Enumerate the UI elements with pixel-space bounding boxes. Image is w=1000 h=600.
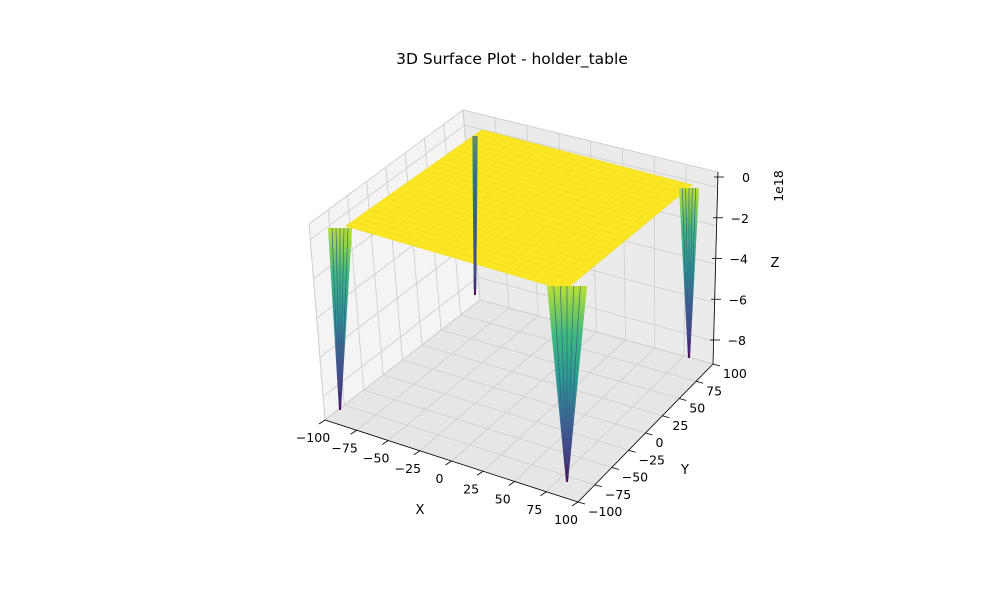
x-tick-label: −25 bbox=[395, 461, 421, 476]
y-tick-mark bbox=[696, 380, 704, 384]
y-tick-mark bbox=[662, 415, 670, 419]
z-tick-label: −2 bbox=[731, 211, 749, 226]
y-tick-mark bbox=[628, 449, 636, 453]
y-tick-mark bbox=[577, 501, 586, 505]
z-tick-label: −6 bbox=[729, 292, 747, 307]
x-tick-label: −50 bbox=[363, 451, 389, 466]
x-tick-mark bbox=[508, 481, 515, 486]
x-tick-mark bbox=[413, 450, 421, 456]
y-tick-label: 25 bbox=[672, 418, 688, 433]
y-tick-mark bbox=[712, 363, 721, 367]
x-tick-mark bbox=[382, 440, 389, 445]
spike-right bbox=[679, 187, 699, 358]
z-axis-label: Z bbox=[771, 256, 780, 271]
x-axis-label: X bbox=[416, 503, 425, 518]
y-tick-label: −100 bbox=[588, 504, 622, 519]
y-tick-label: 50 bbox=[689, 401, 705, 416]
y-tick-mark bbox=[645, 432, 653, 436]
x-tick-mark bbox=[476, 470, 484, 476]
x-tick-label: −75 bbox=[331, 440, 357, 455]
z-tick-label: −4 bbox=[730, 252, 748, 267]
surface-spikes bbox=[328, 135, 699, 482]
x-tick-label: 100 bbox=[554, 512, 578, 527]
spike-front bbox=[547, 285, 587, 482]
z-offset-text: 1e18 bbox=[771, 170, 786, 202]
x-tick-label: 0 bbox=[436, 471, 444, 486]
x-tick-mark bbox=[571, 501, 579, 507]
z-tick-label: −8 bbox=[728, 333, 746, 348]
y-tick-label: 75 bbox=[706, 383, 722, 398]
z-tick-label: 0 bbox=[742, 170, 750, 185]
x-tick-mark bbox=[318, 419, 326, 425]
y-tick-label: −25 bbox=[639, 452, 665, 467]
y-tick-mark bbox=[611, 467, 619, 470]
y-tick-label: 100 bbox=[723, 366, 747, 381]
y-tick-label: 0 bbox=[656, 435, 664, 450]
spike-back bbox=[472, 135, 478, 295]
z-axis-ticks: 0 −2 −4 −6 −8 bbox=[710, 170, 750, 348]
x-tick-mark bbox=[540, 491, 547, 497]
x-tick-label: 75 bbox=[526, 502, 542, 517]
x-tick-label: 50 bbox=[495, 492, 511, 507]
z-axis-line bbox=[712, 171, 719, 365]
y-tick-label: −75 bbox=[605, 487, 631, 502]
x-tick-mark bbox=[445, 460, 452, 466]
spike-left bbox=[328, 227, 352, 410]
x-tick-mark bbox=[350, 429, 357, 435]
x-axis-ticks: −100−75 −50 −25 0 25 50 75 100 bbox=[296, 419, 579, 527]
x-tick-label: 25 bbox=[463, 481, 479, 496]
x-tick-label: −100 bbox=[296, 430, 330, 445]
y-tick-mark bbox=[679, 398, 687, 401]
y-tick-label: −50 bbox=[622, 470, 648, 485]
y-tick-mark bbox=[594, 484, 602, 488]
surface-mesh bbox=[351, 132, 687, 288]
chart-title: 3D Surface Plot - holder_table bbox=[396, 50, 628, 69]
y-axis-label: Y bbox=[680, 463, 689, 478]
